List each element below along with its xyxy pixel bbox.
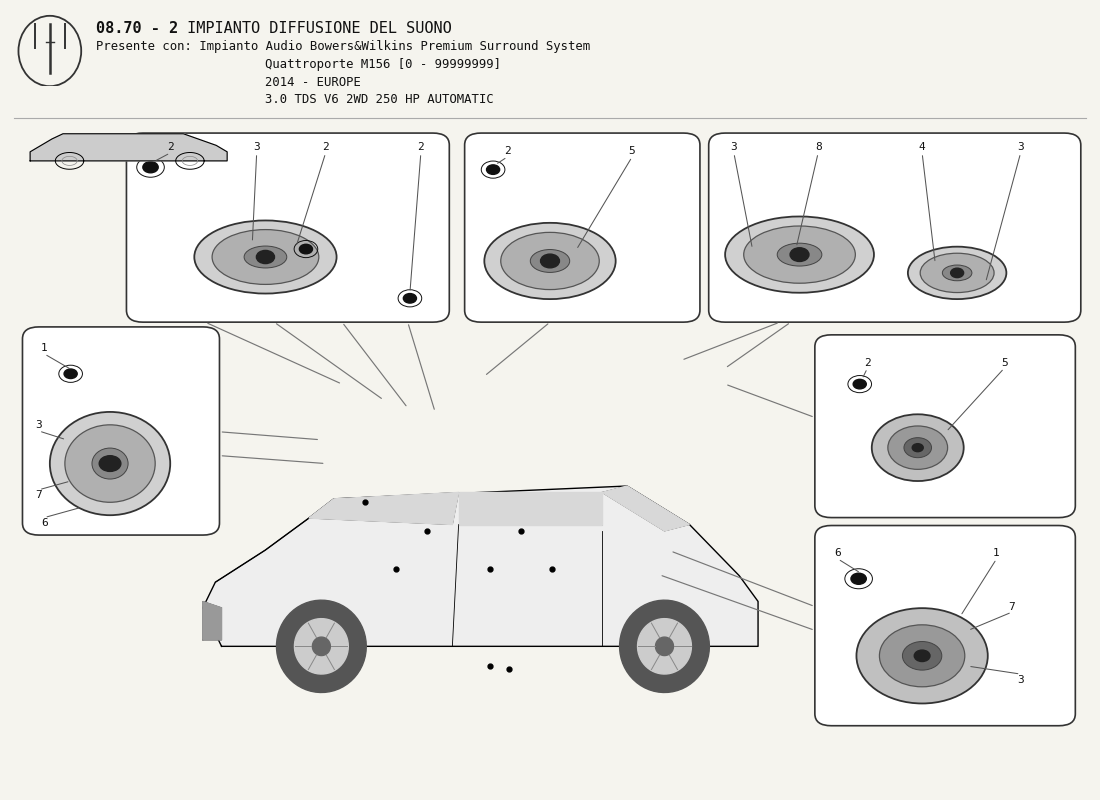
Circle shape: [912, 444, 923, 452]
Text: 3.0 TDS V6 2WD 250 HP AUTOMATIC: 3.0 TDS V6 2WD 250 HP AUTOMATIC: [265, 93, 494, 106]
Circle shape: [143, 162, 158, 173]
Ellipse shape: [943, 265, 972, 281]
Text: 3: 3: [730, 142, 737, 152]
Ellipse shape: [92, 448, 128, 479]
Circle shape: [902, 642, 942, 670]
FancyBboxPatch shape: [126, 133, 449, 322]
Ellipse shape: [500, 232, 600, 290]
Circle shape: [872, 414, 964, 481]
Circle shape: [950, 268, 964, 278]
Text: IMPIANTO DIFFUSIONE DEL SUONO: IMPIANTO DIFFUSIONE DEL SUONO: [178, 21, 452, 36]
Text: 3: 3: [1018, 674, 1024, 685]
Text: 08.70 - 2: 08.70 - 2: [96, 21, 178, 36]
Ellipse shape: [921, 254, 994, 293]
Ellipse shape: [725, 217, 874, 293]
Circle shape: [790, 248, 808, 262]
Circle shape: [256, 250, 275, 263]
Circle shape: [857, 608, 988, 703]
FancyBboxPatch shape: [815, 335, 1076, 518]
Text: 2: 2: [504, 146, 510, 156]
Text: Presente con: Impianto Audio Bowers&Wilkins Premium Surround System: Presente con: Impianto Audio Bowers&Wilk…: [96, 40, 590, 53]
Text: 2: 2: [864, 358, 871, 368]
Text: 3: 3: [1018, 142, 1024, 152]
Ellipse shape: [744, 226, 856, 283]
FancyBboxPatch shape: [815, 526, 1076, 726]
Circle shape: [888, 426, 947, 470]
Ellipse shape: [908, 246, 1007, 299]
Text: 7: 7: [35, 490, 42, 500]
Circle shape: [486, 165, 499, 174]
Ellipse shape: [778, 243, 822, 266]
Text: 2: 2: [322, 142, 329, 152]
Text: Quattroporte M156 [0 - 99999999]: Quattroporte M156 [0 - 99999999]: [265, 58, 502, 71]
Text: 5: 5: [629, 146, 636, 156]
Circle shape: [914, 650, 929, 662]
Ellipse shape: [530, 250, 570, 273]
Text: 6: 6: [835, 547, 842, 558]
Ellipse shape: [195, 221, 337, 294]
FancyBboxPatch shape: [22, 327, 220, 535]
Text: 1: 1: [41, 343, 47, 354]
Text: 6: 6: [41, 518, 47, 528]
Text: 8: 8: [815, 142, 822, 152]
Text: 5: 5: [1001, 358, 1008, 368]
Ellipse shape: [65, 425, 155, 502]
Text: 4: 4: [918, 142, 925, 152]
Circle shape: [299, 244, 312, 254]
Ellipse shape: [212, 230, 319, 285]
Circle shape: [540, 254, 560, 268]
Circle shape: [64, 369, 77, 378]
Circle shape: [879, 625, 965, 686]
FancyBboxPatch shape: [708, 133, 1081, 322]
Ellipse shape: [484, 223, 616, 299]
Circle shape: [404, 294, 417, 303]
Circle shape: [851, 573, 867, 584]
Text: 1: 1: [993, 547, 1000, 558]
Text: 2: 2: [418, 142, 425, 152]
Circle shape: [904, 438, 932, 458]
Text: 3: 3: [35, 421, 42, 430]
Ellipse shape: [50, 412, 170, 515]
Circle shape: [854, 379, 867, 389]
Text: 3: 3: [253, 142, 260, 152]
Text: 2014 - EUROPE: 2014 - EUROPE: [265, 76, 361, 89]
Circle shape: [99, 456, 121, 471]
FancyBboxPatch shape: [464, 133, 700, 322]
Ellipse shape: [244, 246, 287, 268]
Text: 7: 7: [1009, 602, 1015, 611]
Text: 2: 2: [167, 142, 174, 152]
